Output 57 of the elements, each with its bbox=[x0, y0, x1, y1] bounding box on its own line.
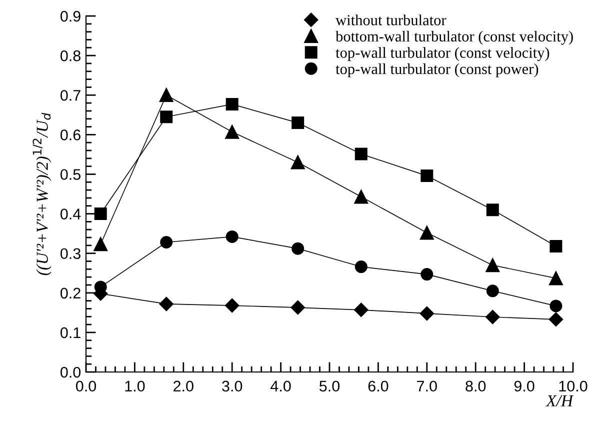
point bbox=[420, 226, 434, 240]
point bbox=[292, 242, 304, 255]
point bbox=[160, 110, 173, 124]
x-tick-label: 5.0 bbox=[319, 380, 340, 392]
point bbox=[225, 298, 240, 313]
y-axis-title: ((U′²+V′²+W′²)/2)$^{1/2}$/U$_{d}$ bbox=[32, 112, 52, 276]
x-tick-label: 3.0 bbox=[222, 380, 242, 392]
x-axis-title: X/H bbox=[546, 395, 574, 406]
legend-label: top-wall turbulator (const velocity) bbox=[336, 47, 550, 61]
y-tick-label: 0.3 bbox=[60, 248, 80, 260]
point bbox=[354, 190, 368, 204]
y-tick-label: 0.1 bbox=[60, 327, 80, 338]
point bbox=[354, 260, 368, 274]
legend-label: without turbulator bbox=[336, 14, 446, 26]
x-tick-label: 0.0 bbox=[76, 380, 96, 392]
x-tick-label: 10.0 bbox=[559, 380, 588, 392]
point bbox=[290, 155, 305, 170]
y-tick-label: 0.0 bbox=[60, 366, 81, 378]
point bbox=[548, 312, 564, 326]
point bbox=[486, 284, 499, 298]
point bbox=[226, 98, 238, 110]
y-tick-label: 0.7 bbox=[60, 90, 80, 101]
point bbox=[354, 148, 368, 160]
y-tick-label: 0.4 bbox=[60, 208, 81, 220]
point bbox=[420, 170, 434, 182]
point bbox=[160, 236, 173, 249]
y-tick-label: 0.6 bbox=[60, 130, 80, 140]
x-tick-label: 8.0 bbox=[466, 380, 486, 392]
x-tick-label: 1.0 bbox=[125, 380, 145, 392]
x-tick-label: 9.0 bbox=[514, 380, 534, 392]
y-tick-label: 0.9 bbox=[60, 10, 80, 22]
point bbox=[550, 240, 562, 252]
point bbox=[159, 296, 174, 312]
y-tick-label: 0.2 bbox=[60, 288, 80, 299]
point bbox=[486, 310, 500, 324]
point bbox=[94, 208, 107, 220]
x-tick-label: 7.0 bbox=[417, 380, 437, 392]
point bbox=[420, 268, 434, 281]
point bbox=[292, 116, 304, 130]
point bbox=[226, 230, 238, 243]
point bbox=[159, 88, 174, 102]
point bbox=[486, 204, 499, 216]
x-tick-label: 6.0 bbox=[368, 380, 388, 392]
x-tick-label: 2.0 bbox=[174, 380, 194, 392]
point bbox=[549, 271, 563, 286]
point bbox=[290, 300, 305, 315]
x-tick-label: 4.0 bbox=[270, 380, 291, 392]
point bbox=[486, 258, 500, 272]
legend-label: bottom-wall turbulator (const velocity) bbox=[336, 30, 573, 45]
point bbox=[420, 306, 434, 321]
y-tick-label: 0.5 bbox=[60, 169, 80, 180]
point bbox=[225, 124, 240, 139]
point bbox=[94, 237, 108, 252]
point bbox=[550, 300, 562, 312]
y-tick-label: 0.8 bbox=[60, 50, 80, 62]
point bbox=[354, 302, 368, 317]
legend-label: top-wall turbulator (const power) bbox=[336, 63, 538, 78]
